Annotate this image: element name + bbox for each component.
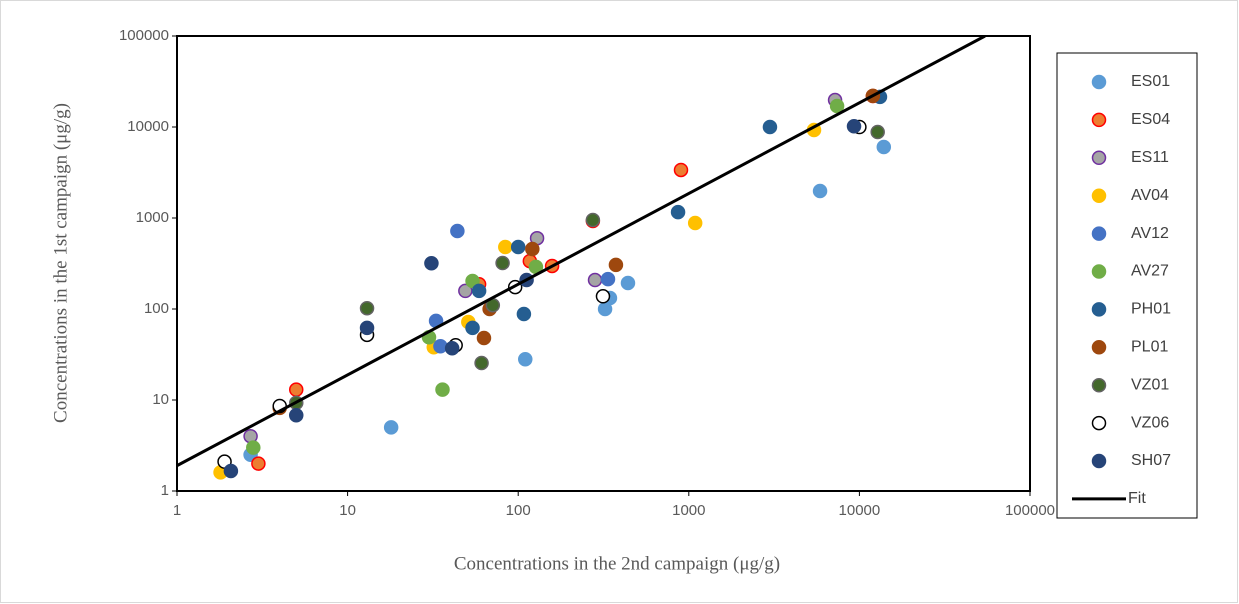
legend-marker — [1091, 226, 1107, 241]
x-axis-label: Concentrations in the 2nd campaign (μg/g… — [454, 553, 780, 574]
point — [465, 273, 480, 289]
plot-frame — [176, 35, 1031, 492]
point — [510, 239, 526, 255]
point — [762, 119, 778, 135]
point — [359, 300, 375, 316]
point — [474, 355, 489, 371]
point — [870, 124, 885, 140]
point — [288, 382, 304, 397]
y-tick-label: 100 — [144, 300, 169, 317]
legend-label: VZ01 — [1131, 376, 1169, 393]
point — [246, 440, 261, 455]
point — [433, 338, 448, 354]
point — [516, 306, 532, 322]
point — [595, 289, 611, 304]
legend-marker — [1091, 415, 1107, 431]
point — [444, 341, 460, 356]
point — [620, 275, 636, 291]
x-tick-label: 1 — [173, 502, 181, 519]
legend-marker — [1091, 340, 1107, 355]
point — [476, 330, 492, 346]
point — [587, 272, 603, 288]
legend-label: AV04 — [1131, 187, 1169, 204]
legend-label: AV12 — [1131, 225, 1169, 242]
point — [435, 382, 450, 397]
x-tick-label: 10000 — [839, 502, 881, 519]
legend-label: PH01 — [1131, 301, 1171, 318]
point — [670, 204, 686, 220]
point — [471, 283, 487, 299]
legend-marker — [1091, 302, 1107, 317]
y-tick-label: 1 — [161, 482, 169, 499]
legend-marker — [1091, 453, 1107, 469]
y-tick-label: 10000 — [127, 118, 169, 135]
legend-label: ES11 — [1131, 149, 1169, 166]
point — [465, 320, 480, 336]
point — [450, 223, 465, 239]
legend-label: SH07 — [1131, 452, 1171, 469]
legend-label: Fit — [1128, 490, 1146, 507]
point — [525, 241, 540, 257]
point — [846, 118, 862, 134]
point — [251, 456, 266, 471]
legend-label: ES04 — [1131, 111, 1170, 128]
point — [359, 320, 375, 336]
point — [424, 256, 439, 271]
legend-marker — [1091, 188, 1107, 203]
x-tick-label: 1000 — [672, 502, 705, 519]
x-tick-label: 10 — [339, 502, 356, 519]
legend-box — [1056, 52, 1198, 519]
legend-marker — [1091, 112, 1107, 128]
point — [383, 420, 399, 435]
point — [687, 215, 703, 231]
point — [288, 407, 304, 423]
legend-label: ES01 — [1131, 73, 1170, 90]
legend-marker — [1091, 377, 1107, 393]
x-tick-label: 100000 — [1005, 502, 1055, 519]
point — [812, 183, 828, 199]
y-tick-label: 10 — [152, 391, 169, 408]
y-axis-label: Concentrations in the 1st campaign (μg/g… — [50, 103, 71, 423]
point — [458, 283, 473, 299]
legend-label: VZ06 — [1131, 414, 1169, 431]
x-tick-label: 100 — [506, 502, 531, 519]
y-tick-label: 100000 — [119, 27, 169, 44]
point — [600, 271, 616, 287]
point — [518, 352, 533, 367]
legend-marker — [1091, 74, 1107, 90]
point — [876, 139, 892, 155]
legend-marker — [1091, 150, 1107, 166]
fit-line — [177, 36, 986, 467]
legend-label: PL01 — [1131, 339, 1168, 356]
point — [829, 98, 845, 114]
point — [585, 212, 601, 228]
point — [495, 255, 510, 271]
y-tick-label: 1000 — [136, 209, 169, 226]
point — [498, 239, 513, 255]
point — [608, 257, 624, 273]
point — [673, 162, 689, 178]
legend-label: AV27 — [1131, 263, 1169, 280]
legend-marker — [1091, 264, 1107, 279]
point — [223, 463, 239, 479]
